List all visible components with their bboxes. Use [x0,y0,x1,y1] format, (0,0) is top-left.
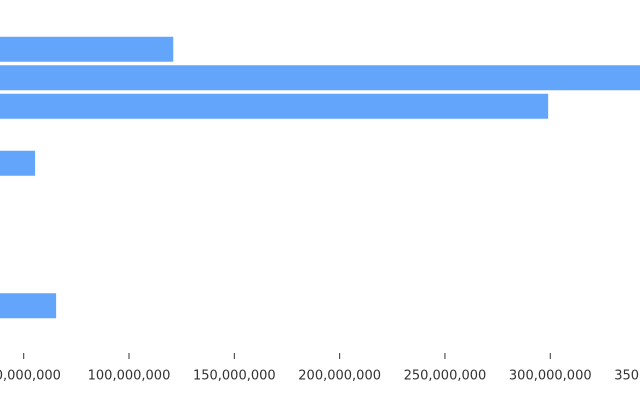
x-tick-label: 50,000,000 [0,369,61,384]
bar [0,93,549,119]
x-tick-label: 300,000,000 [509,369,592,384]
x-tick-label: 250,000,000 [404,369,487,384]
x-tick-label: 200,000,000 [298,369,381,384]
bar [0,293,57,319]
bar [0,150,36,176]
x-tick-label: 150,000,000 [193,369,276,384]
bar [0,65,640,91]
bar [0,36,174,62]
x-tick-label: 100,000,000 [88,369,171,384]
x-tick-label: 350,000,000 [614,369,640,384]
